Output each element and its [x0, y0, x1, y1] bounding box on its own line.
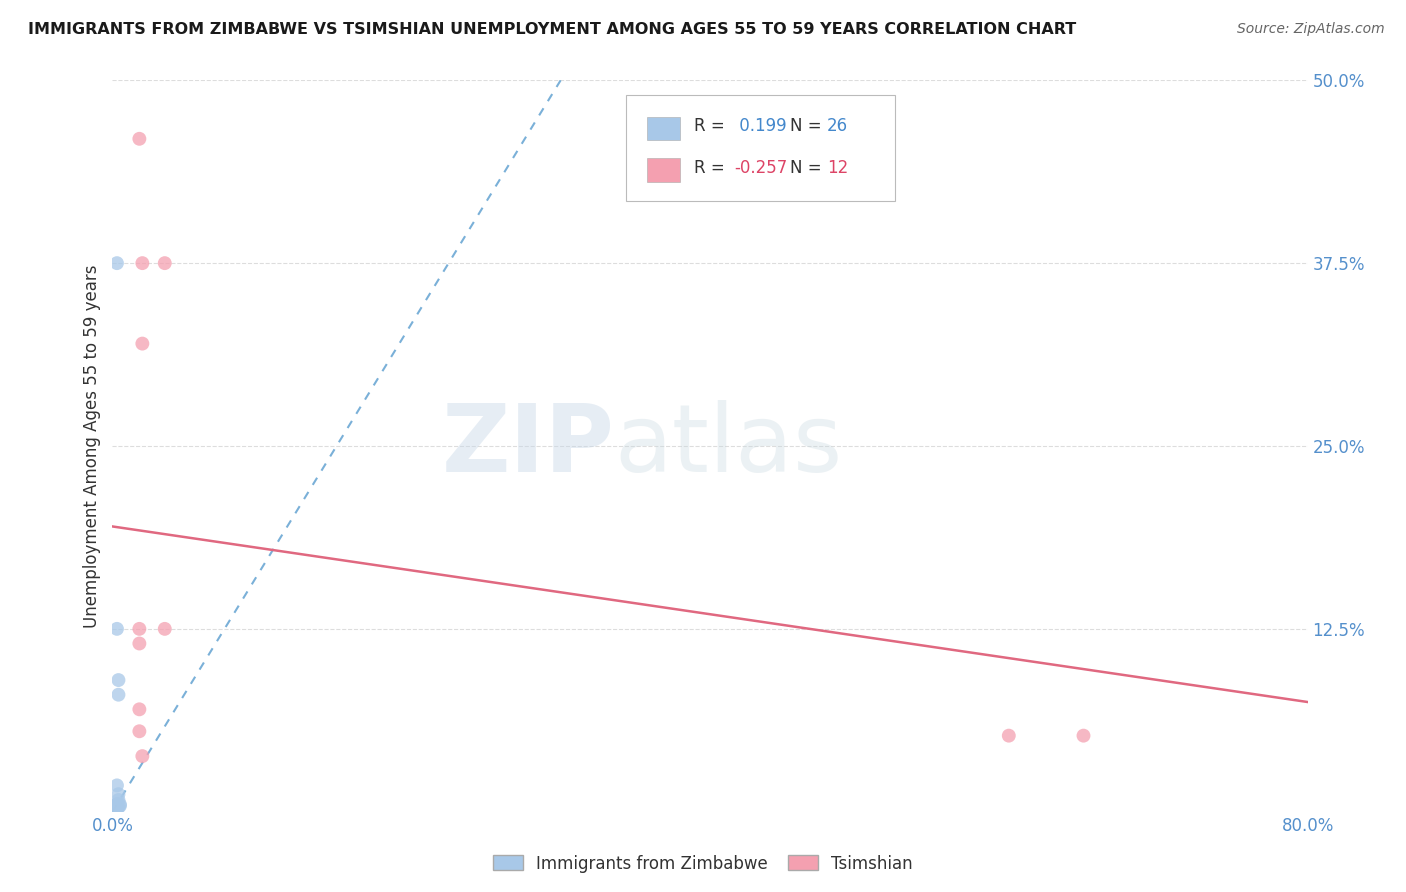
Point: [128, 622, 150, 636]
Point: [128, 702, 150, 716]
Text: R =: R =: [695, 118, 725, 136]
Point: [105, 797, 128, 812]
Point: [105, 797, 128, 812]
Point: [108, 798, 131, 813]
Point: [108, 797, 131, 812]
Point: [107, 800, 129, 814]
Point: [131, 749, 153, 764]
Point: [105, 798, 128, 813]
Point: [105, 778, 128, 792]
Y-axis label: Unemployment Among Ages 55 to 59 years: Unemployment Among Ages 55 to 59 years: [83, 264, 101, 628]
Text: 0.199: 0.199: [734, 118, 786, 136]
FancyBboxPatch shape: [647, 117, 681, 140]
Point: [105, 622, 128, 636]
Point: [105, 798, 128, 813]
Point: [107, 793, 129, 807]
Point: [105, 800, 128, 814]
Point: [998, 729, 1021, 743]
Point: [1073, 729, 1095, 743]
Text: -0.257: -0.257: [734, 159, 787, 177]
Point: [153, 622, 176, 636]
Point: [105, 800, 128, 814]
Point: [105, 800, 128, 814]
Text: N =: N =: [790, 159, 821, 177]
Text: IMMIGRANTS FROM ZIMBABWE VS TSIMSHIAN UNEMPLOYMENT AMONG AGES 55 TO 59 YEARS COR: IMMIGRANTS FROM ZIMBABWE VS TSIMSHIAN UN…: [28, 22, 1077, 37]
Point: [107, 787, 129, 801]
Point: [105, 798, 128, 813]
Point: [131, 336, 153, 351]
Point: [105, 256, 128, 270]
Point: [128, 636, 150, 650]
Point: [105, 797, 128, 812]
Point: [105, 798, 128, 813]
Text: ZIP: ZIP: [441, 400, 614, 492]
Text: Source: ZipAtlas.com: Source: ZipAtlas.com: [1237, 22, 1385, 37]
Point: [107, 673, 129, 687]
Point: [105, 800, 128, 814]
Point: [105, 800, 128, 814]
FancyBboxPatch shape: [627, 95, 896, 201]
Point: [153, 256, 176, 270]
Legend: Immigrants from Zimbabwe, Tsimshian: Immigrants from Zimbabwe, Tsimshian: [486, 848, 920, 880]
Point: [107, 688, 129, 702]
Point: [105, 798, 128, 813]
Text: R =: R =: [695, 159, 725, 177]
Point: [105, 798, 128, 813]
Point: [131, 256, 153, 270]
Text: 12: 12: [827, 159, 848, 177]
Text: 26: 26: [827, 118, 848, 136]
Point: [105, 800, 128, 814]
Point: [105, 798, 128, 813]
Text: N =: N =: [790, 118, 821, 136]
FancyBboxPatch shape: [647, 158, 681, 182]
Point: [128, 132, 150, 146]
Point: [128, 724, 150, 739]
Text: atlas: atlas: [614, 400, 842, 492]
